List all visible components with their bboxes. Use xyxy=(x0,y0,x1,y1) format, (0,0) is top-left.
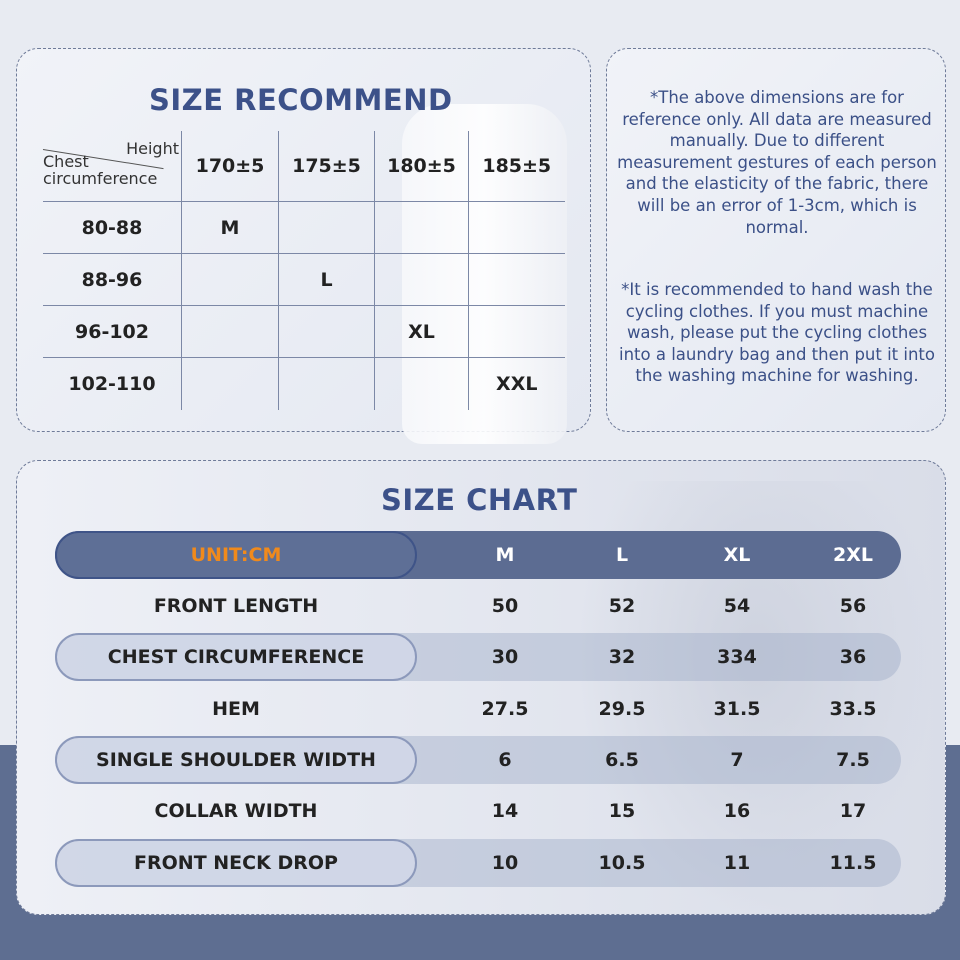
washing-note: *It is recommended to hand wash the cycl… xyxy=(618,280,935,386)
measurement-value: 7 xyxy=(730,748,744,771)
notes-card: *The above dimensions are for reference … xyxy=(606,48,946,432)
size-cell xyxy=(468,305,565,358)
table-row: 96-102 XL xyxy=(43,305,565,358)
size-cell: M xyxy=(181,201,279,254)
size-recommend-title: SIZE RECOMMEND xyxy=(149,83,453,117)
size-chart-row: SINGLE SHOULDER WIDTH 6 6.5 7 7.5 xyxy=(55,735,901,784)
measurement-value: 6.5 xyxy=(605,748,639,771)
measurement-label: FRONT LENGTH xyxy=(153,595,319,617)
size-recommend-table: Height Chest circumference 170±5 175±5 18… xyxy=(42,131,565,410)
measurement-value: 50 xyxy=(491,595,519,617)
size-cell xyxy=(468,253,565,306)
size-recommend-card: SIZE RECOMMEND Height Chest circumference… xyxy=(16,48,591,444)
size-chart-row: FRONT LENGTH 50 52 54 56 xyxy=(55,582,901,630)
measurement-value: 52 xyxy=(608,595,636,617)
size-cell xyxy=(278,305,375,358)
size-cell xyxy=(181,357,279,410)
measurement-value: 10.5 xyxy=(598,851,646,874)
measurement-value: 36 xyxy=(839,646,867,669)
measurement-value: 7.5 xyxy=(836,748,870,771)
table-header-row: Height Chest circumference 170±5 175±5 18… xyxy=(42,131,565,202)
measurement-value: 56 xyxy=(839,595,867,617)
measurement-value: 14 xyxy=(491,800,519,823)
size-header: XL xyxy=(723,544,751,566)
size-cell xyxy=(374,201,469,254)
chest-range: 96-102 xyxy=(43,305,182,358)
height-header: 175±5 xyxy=(278,131,375,202)
size-chart-row: CHEST CIRCUMFERENCE 30 32 334 36 xyxy=(55,633,901,682)
size-chart-row: COLLAR WIDTH 14 15 16 17 xyxy=(55,787,901,835)
height-label: Height xyxy=(126,139,179,158)
size-header: L xyxy=(615,544,629,566)
measurement-value: 6 xyxy=(498,748,512,771)
size-cell xyxy=(181,253,279,306)
measurement-value: 11 xyxy=(723,851,751,874)
size-chart-title: SIZE CHART xyxy=(381,483,578,517)
measurement-value: 29.5 xyxy=(598,697,646,720)
measurement-value: 27.5 xyxy=(481,697,529,720)
chest-range: 102-110 xyxy=(43,357,182,410)
measurement-value: 11.5 xyxy=(829,851,877,874)
size-header: M xyxy=(495,544,515,566)
size-cell xyxy=(278,357,375,410)
measurement-value: 15 xyxy=(608,800,636,823)
size-header: 2XL xyxy=(833,544,873,566)
size-cell xyxy=(468,201,565,254)
unit-label: UNIT:CM xyxy=(190,544,282,566)
height-header: 185±5 xyxy=(468,131,565,202)
table-row: 88-96 L xyxy=(43,253,565,306)
size-chart-row: FRONT NECK DROP 10 10.5 11 11.5 xyxy=(55,838,901,887)
size-cell xyxy=(374,357,469,410)
measurement-value: 31.5 xyxy=(713,697,761,720)
measurement-label: CHEST CIRCUMFERENCE xyxy=(107,646,365,669)
table-row: 102-110 XXL xyxy=(43,357,565,410)
height-header: 170±5 xyxy=(181,131,279,202)
size-cell: L xyxy=(278,253,375,306)
measurement-note: *The above dimensions are for reference … xyxy=(617,88,937,237)
size-cell xyxy=(278,201,375,254)
measurement-label: HEM xyxy=(212,697,260,720)
chest-range: 80-88 xyxy=(43,201,182,254)
measurement-value: 33.5 xyxy=(829,697,877,720)
size-cell: XL xyxy=(374,305,469,358)
size-chart-header: UNIT:CM M L XL 2XL xyxy=(55,531,901,579)
height-header: 180±5 xyxy=(374,131,469,202)
measurement-label: COLLAR WIDTH xyxy=(154,800,318,823)
table-row: 80-88 M xyxy=(43,201,565,254)
measurement-value: 16 xyxy=(723,800,751,823)
measurement-label: SINGLE SHOULDER WIDTH xyxy=(96,748,376,771)
measurement-value: 334 xyxy=(717,646,757,669)
size-cell: XXL xyxy=(468,357,565,410)
chest-range: 88-96 xyxy=(43,253,182,306)
size-cell xyxy=(181,305,279,358)
measurement-value: 32 xyxy=(608,646,636,669)
measurement-value: 30 xyxy=(491,646,519,669)
size-cell xyxy=(374,253,469,306)
measurement-value: 17 xyxy=(839,800,867,823)
size-chart-card: SIZE CHART UNIT:CM M L XL 2XL FRONT LENGTH 50 5… xyxy=(16,460,946,916)
measurement-value: 54 xyxy=(723,595,751,617)
size-chart-row: HEM 27.5 29.5 31.5 33.5 xyxy=(55,685,901,733)
measurement-label: FRONT NECK DROP xyxy=(134,851,338,874)
chest-label: Chest circumference xyxy=(43,152,158,188)
measurement-value: 10 xyxy=(491,851,519,874)
